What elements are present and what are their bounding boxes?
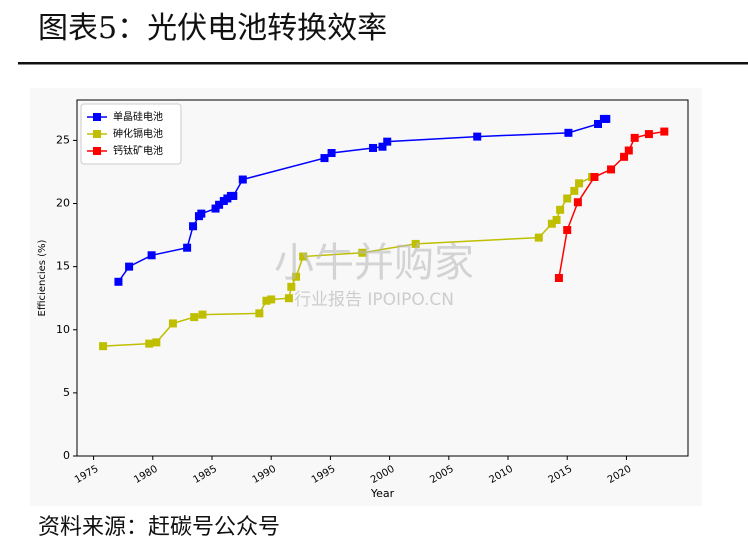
- y-tick-label: 10: [56, 323, 70, 336]
- marker: [573, 198, 582, 207]
- watermark-sub: 行业报告 IPOIPO.CN: [294, 290, 454, 310]
- marker: [152, 338, 161, 347]
- marker: [358, 248, 367, 257]
- marker: [190, 313, 199, 322]
- marker: [564, 128, 573, 137]
- legend-box: [80, 103, 182, 165]
- x-axis-label: Year: [370, 487, 395, 500]
- marker: [197, 209, 206, 218]
- marker: [125, 262, 134, 271]
- marker: [327, 149, 336, 158]
- y-tick-label: 25: [56, 133, 70, 146]
- marker: [383, 137, 392, 146]
- title-rule: [18, 62, 748, 65]
- marker: [292, 272, 301, 281]
- marker: [145, 339, 154, 348]
- marker: [575, 179, 584, 188]
- marker: [147, 251, 156, 260]
- marker: [299, 252, 308, 261]
- marker: [624, 146, 633, 155]
- marker: [563, 226, 572, 235]
- marker: [644, 130, 653, 139]
- marker: [215, 200, 224, 209]
- legend-label: 钙钛矿电池: [113, 144, 163, 157]
- marker: [189, 222, 198, 231]
- marker: [284, 294, 293, 303]
- marker: [570, 186, 579, 195]
- legend-marker: [93, 113, 101, 121]
- source: 资料来源：赶碳号公众号: [38, 515, 280, 540]
- marker: [369, 143, 378, 152]
- marker: [602, 114, 611, 123]
- marker: [262, 296, 271, 305]
- marker: [547, 219, 556, 228]
- marker: [607, 165, 616, 174]
- plot-area: [76, 99, 689, 457]
- marker: [563, 194, 572, 203]
- y-axis-label: Efficiencies (%): [37, 239, 48, 316]
- y-tick-label: 5: [63, 386, 70, 399]
- marker: [590, 173, 599, 182]
- marker: [267, 295, 276, 304]
- y-tick-label: 0: [63, 449, 70, 462]
- marker: [238, 175, 247, 184]
- marker: [556, 205, 565, 214]
- marker: [620, 152, 629, 161]
- marker: [320, 154, 329, 163]
- marker: [255, 309, 264, 318]
- marker: [594, 119, 603, 128]
- marker: [114, 277, 123, 286]
- page-title: 图表5：光伏电池转换效率: [38, 11, 387, 46]
- legend-marker: [93, 130, 101, 138]
- marker: [534, 233, 543, 242]
- series-line: [558, 130, 665, 279]
- watermark: 小牛并购家: [274, 240, 474, 286]
- marker: [378, 142, 387, 151]
- marker: [99, 342, 108, 351]
- marker: [473, 132, 482, 141]
- y-tick-label: 15: [56, 260, 70, 273]
- y-tick-label: 20: [56, 197, 70, 210]
- legend-label: 砷化镉电池: [113, 127, 163, 140]
- legend-label: 单晶硅电池: [113, 110, 163, 123]
- marker: [630, 133, 639, 142]
- marker: [552, 215, 561, 224]
- marker: [168, 319, 177, 328]
- marker: [411, 239, 420, 248]
- marker: [183, 243, 192, 252]
- marker: [554, 274, 563, 282]
- marker: [198, 310, 207, 319]
- marker: [229, 191, 238, 200]
- marker: [287, 282, 296, 291]
- marker: [660, 127, 669, 136]
- legend-marker: [93, 147, 101, 155]
